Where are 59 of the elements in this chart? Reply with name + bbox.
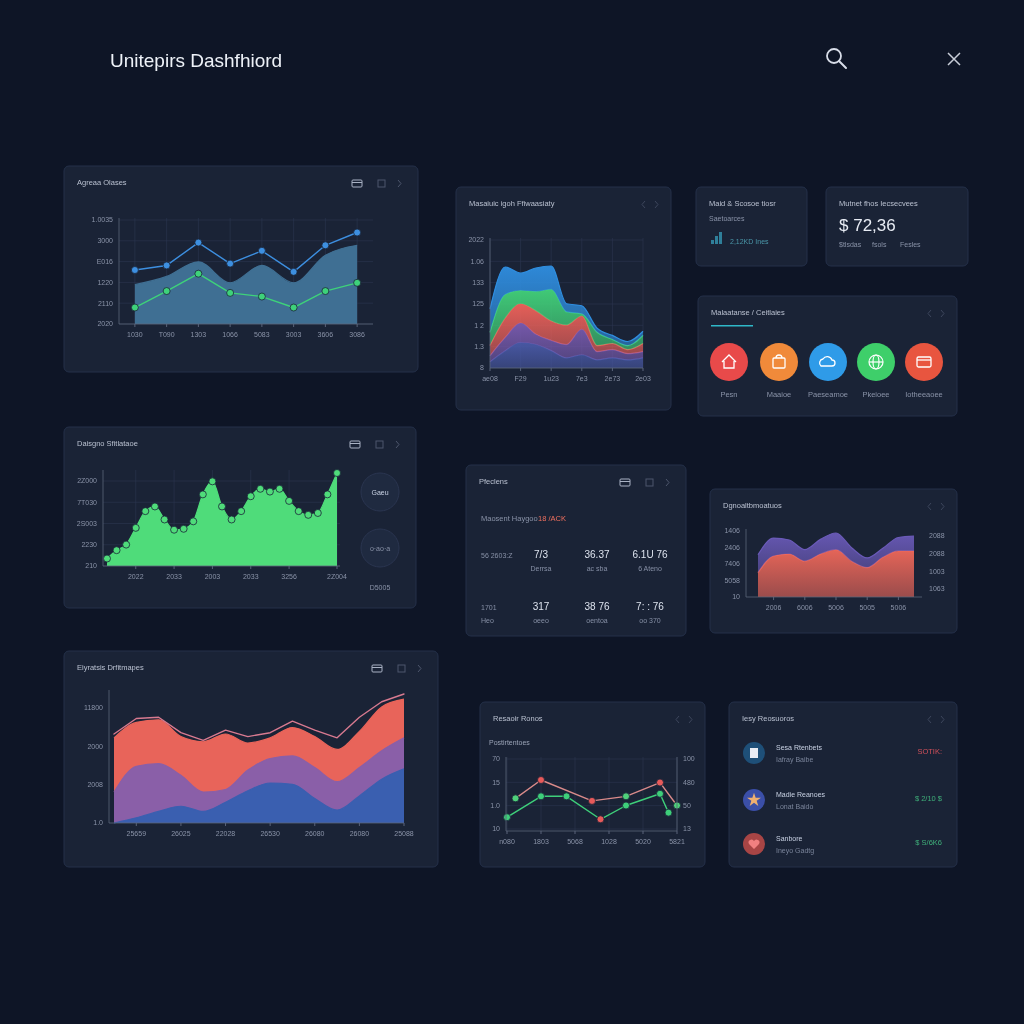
point xyxy=(194,238,203,247)
point xyxy=(162,261,171,270)
point xyxy=(537,792,545,801)
point xyxy=(256,484,265,493)
point xyxy=(257,292,266,301)
text: $ 72,36 xyxy=(839,216,896,235)
point xyxy=(622,792,630,801)
point xyxy=(112,546,121,555)
point xyxy=(208,477,217,486)
text: 317 xyxy=(532,601,550,612)
point xyxy=(333,469,341,477)
point xyxy=(321,287,330,295)
point xyxy=(289,303,298,312)
point xyxy=(289,267,298,276)
point xyxy=(246,492,255,501)
point xyxy=(257,246,266,255)
point xyxy=(304,510,313,519)
point xyxy=(313,509,322,517)
point xyxy=(226,288,235,297)
point xyxy=(323,490,332,499)
point xyxy=(131,523,140,532)
point xyxy=(588,797,596,805)
point xyxy=(656,778,664,787)
point xyxy=(170,525,178,534)
point xyxy=(511,794,520,803)
point xyxy=(162,287,171,295)
point xyxy=(189,517,198,526)
point xyxy=(103,554,111,563)
text: Unitepirs Dashfhiord xyxy=(110,50,283,71)
point xyxy=(130,266,139,274)
point xyxy=(622,801,630,810)
text: 36.37 xyxy=(584,549,610,560)
point xyxy=(122,540,131,549)
point xyxy=(353,278,362,287)
point xyxy=(198,490,207,499)
point xyxy=(321,241,330,250)
point xyxy=(537,776,545,784)
point xyxy=(226,259,235,268)
text: 6.1U 76 xyxy=(632,549,668,560)
point xyxy=(179,524,188,533)
point xyxy=(151,502,159,511)
point xyxy=(194,269,203,278)
point xyxy=(218,502,226,511)
point xyxy=(285,497,293,505)
point xyxy=(656,789,664,798)
point xyxy=(275,484,284,493)
text: 38 76 xyxy=(584,601,610,612)
point xyxy=(160,515,169,524)
point xyxy=(294,507,303,516)
point xyxy=(141,507,150,516)
text: 7/3 xyxy=(534,549,549,560)
point xyxy=(353,228,362,237)
text: 7: : 76 xyxy=(636,601,665,612)
point xyxy=(562,792,571,801)
point xyxy=(664,808,673,817)
point xyxy=(130,303,139,312)
point xyxy=(266,487,274,496)
point xyxy=(227,515,236,524)
point xyxy=(237,507,246,516)
